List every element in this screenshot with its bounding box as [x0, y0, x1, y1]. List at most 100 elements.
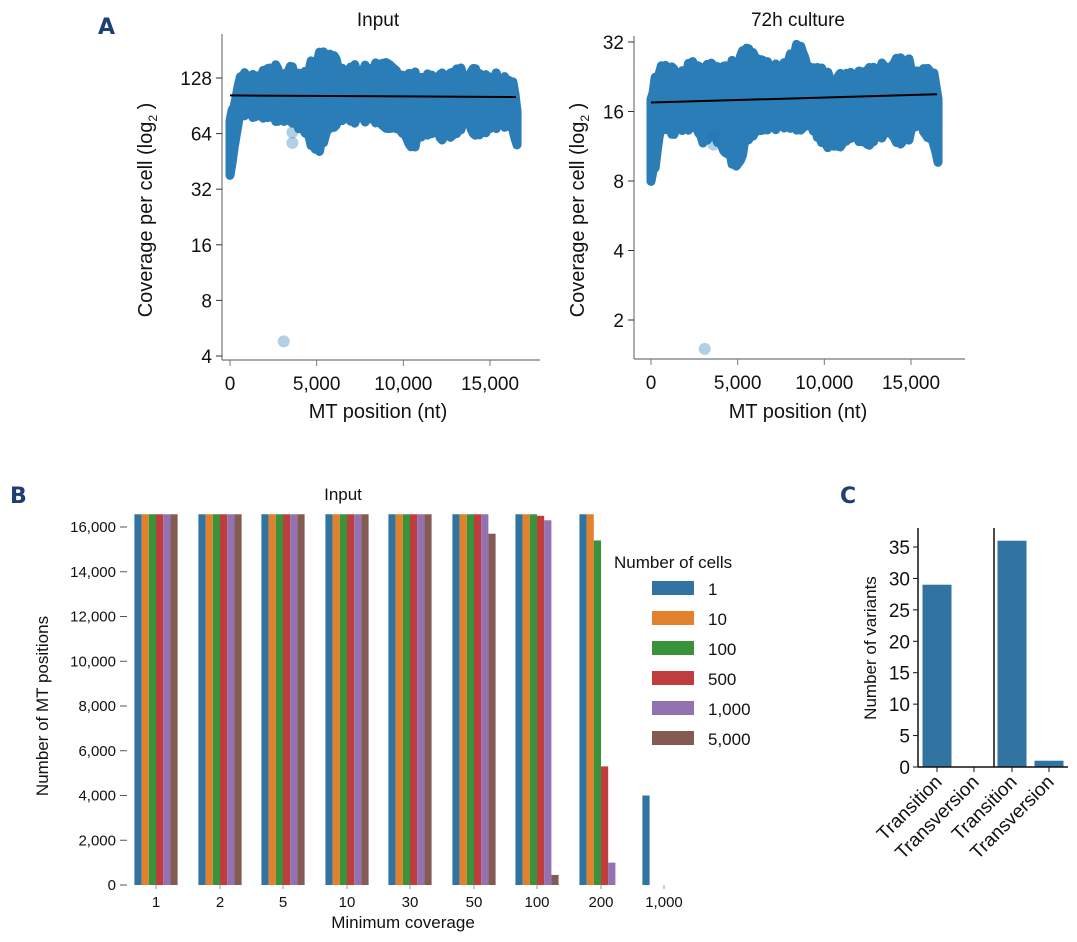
legend-swatch	[652, 611, 694, 625]
y-tick-label: 16,000	[70, 519, 116, 536]
bar-100-cells	[466, 514, 474, 885]
bar-marks	[922, 540, 1064, 767]
y-tick-label: 14,000	[70, 564, 116, 581]
coverage-band	[225, 47, 522, 180]
legend-swatch	[652, 581, 694, 595]
y-tick-label: 10	[889, 695, 910, 716]
panel-c-bar-chart: TransitionTransversionTransitionTransver…	[861, 528, 1068, 864]
bar-500-cells	[601, 766, 609, 885]
bar-500-cells	[410, 514, 418, 885]
bar-10-cells	[459, 514, 467, 885]
x-tick-label: 1	[152, 894, 160, 911]
bar-5000-cells	[361, 514, 369, 885]
bar-1-cells	[134, 514, 142, 885]
bar-10-cells	[332, 514, 340, 885]
y-tick-label: 0	[899, 758, 910, 779]
legend-swatch	[652, 701, 694, 715]
legend-label: 1,000	[708, 700, 751, 719]
bar-transversion	[1034, 760, 1064, 767]
bar-1-cells	[515, 514, 523, 885]
x-tick-label: 15,000	[461, 374, 519, 395]
x-tick-label: 5,000	[293, 374, 341, 395]
bar-5000-cells	[297, 514, 305, 885]
scatter-marks	[646, 39, 943, 355]
y-tick-label: 0	[108, 877, 116, 894]
x-axis-label: MT position (nt)	[729, 401, 868, 423]
y-tick-label: 64	[191, 125, 213, 146]
bar-1-cells	[325, 514, 333, 885]
legend: Number of cells 1 10 100 500 1,000 5,000	[614, 553, 751, 749]
x-tick-label: 10,000	[374, 374, 432, 395]
bar-1000-cells	[608, 862, 616, 885]
outlier-point	[286, 136, 299, 149]
x-tick-label: 5	[279, 894, 287, 911]
x-tick-label: 15,000	[882, 373, 940, 394]
bar-100-cells	[148, 514, 156, 885]
panel-letter-a: A	[98, 15, 115, 40]
bar-100-cells	[275, 514, 283, 885]
x-axis-label: Minimum coverage	[331, 913, 475, 932]
axes: TransitionTransversionTransitionTransver…	[873, 528, 1068, 864]
legend-label: 10	[708, 610, 727, 629]
bar-1000-cells	[290, 514, 298, 885]
y-tick-label: 8	[201, 291, 212, 312]
x-tick-label: 5,000	[714, 373, 762, 394]
bar-transition	[922, 584, 952, 767]
bar-transition	[997, 540, 1027, 767]
bar-10-cells	[586, 514, 594, 885]
y-tick-label: 20	[889, 632, 910, 653]
bar-10-cells	[395, 514, 403, 885]
bar-10-cells	[141, 514, 149, 885]
panel-a-72h-chart: 72h culture 2 4 8 16 32 0 5,000 10,000 15,000 MT…	[567, 10, 965, 423]
trend-line	[229, 94, 517, 99]
bar-100-cells	[529, 514, 537, 885]
y-axis-label: Number of variants	[861, 576, 880, 720]
bar-1-cells	[198, 514, 206, 885]
y-tick-label: 32	[603, 33, 624, 54]
y-tick-label: 4	[613, 242, 624, 263]
bar-100-cells	[212, 514, 220, 885]
legend-swatch	[652, 641, 694, 655]
bar-5000-cells	[488, 533, 496, 885]
legend-label: 5,000	[708, 730, 751, 749]
legend-label: 1	[708, 580, 717, 599]
outlier-point	[286, 126, 299, 139]
y-tick-label: 6,000	[78, 743, 116, 760]
bar-100-cells	[593, 540, 601, 885]
y-tick-label: 16	[191, 236, 212, 257]
bar-500-cells	[347, 514, 355, 885]
y-tick-label: 32	[191, 180, 212, 201]
bar-1000-cells	[354, 514, 362, 885]
y-tick-label: 5	[899, 727, 910, 748]
bar-10-cells	[205, 514, 213, 885]
legend-swatch	[652, 731, 694, 745]
legend-swatch	[652, 671, 694, 685]
x-tick-label: 100	[524, 894, 549, 911]
bar-1000-cells	[163, 514, 171, 885]
bar-5000-cells	[551, 874, 559, 885]
chart-title: Input	[357, 10, 400, 31]
outlier-point	[277, 335, 290, 348]
bar-500-cells	[474, 514, 482, 885]
panel-a-input-chart: Input 4 8 16 32 64 128 0 5,000 10,000 15,000 MT p…	[135, 10, 540, 423]
y-tick-label: 4,000	[78, 788, 116, 805]
bar-1-cells	[261, 514, 269, 885]
y-tick-label: 128	[180, 69, 212, 90]
x-tick-label: 30	[402, 894, 419, 911]
legend-label: 100	[708, 640, 736, 659]
chart-title: 72h culture	[751, 10, 845, 31]
y-tick-label: 2	[613, 311, 624, 332]
outlier-point	[707, 130, 720, 143]
y-tick-label: 25	[889, 601, 910, 622]
legend-title: Number of cells	[614, 553, 732, 572]
bar-100-cells	[339, 514, 347, 885]
bar-1000-cells	[227, 514, 235, 885]
x-tick-label: 2	[216, 894, 224, 911]
panel-letter-c: C	[840, 484, 856, 509]
bar-100-cells	[402, 514, 410, 885]
bar-1-cells	[579, 514, 587, 885]
x-tick-label: 50	[466, 894, 483, 911]
bar-1000-cells	[417, 514, 425, 885]
x-tick-label: 0	[225, 374, 236, 395]
